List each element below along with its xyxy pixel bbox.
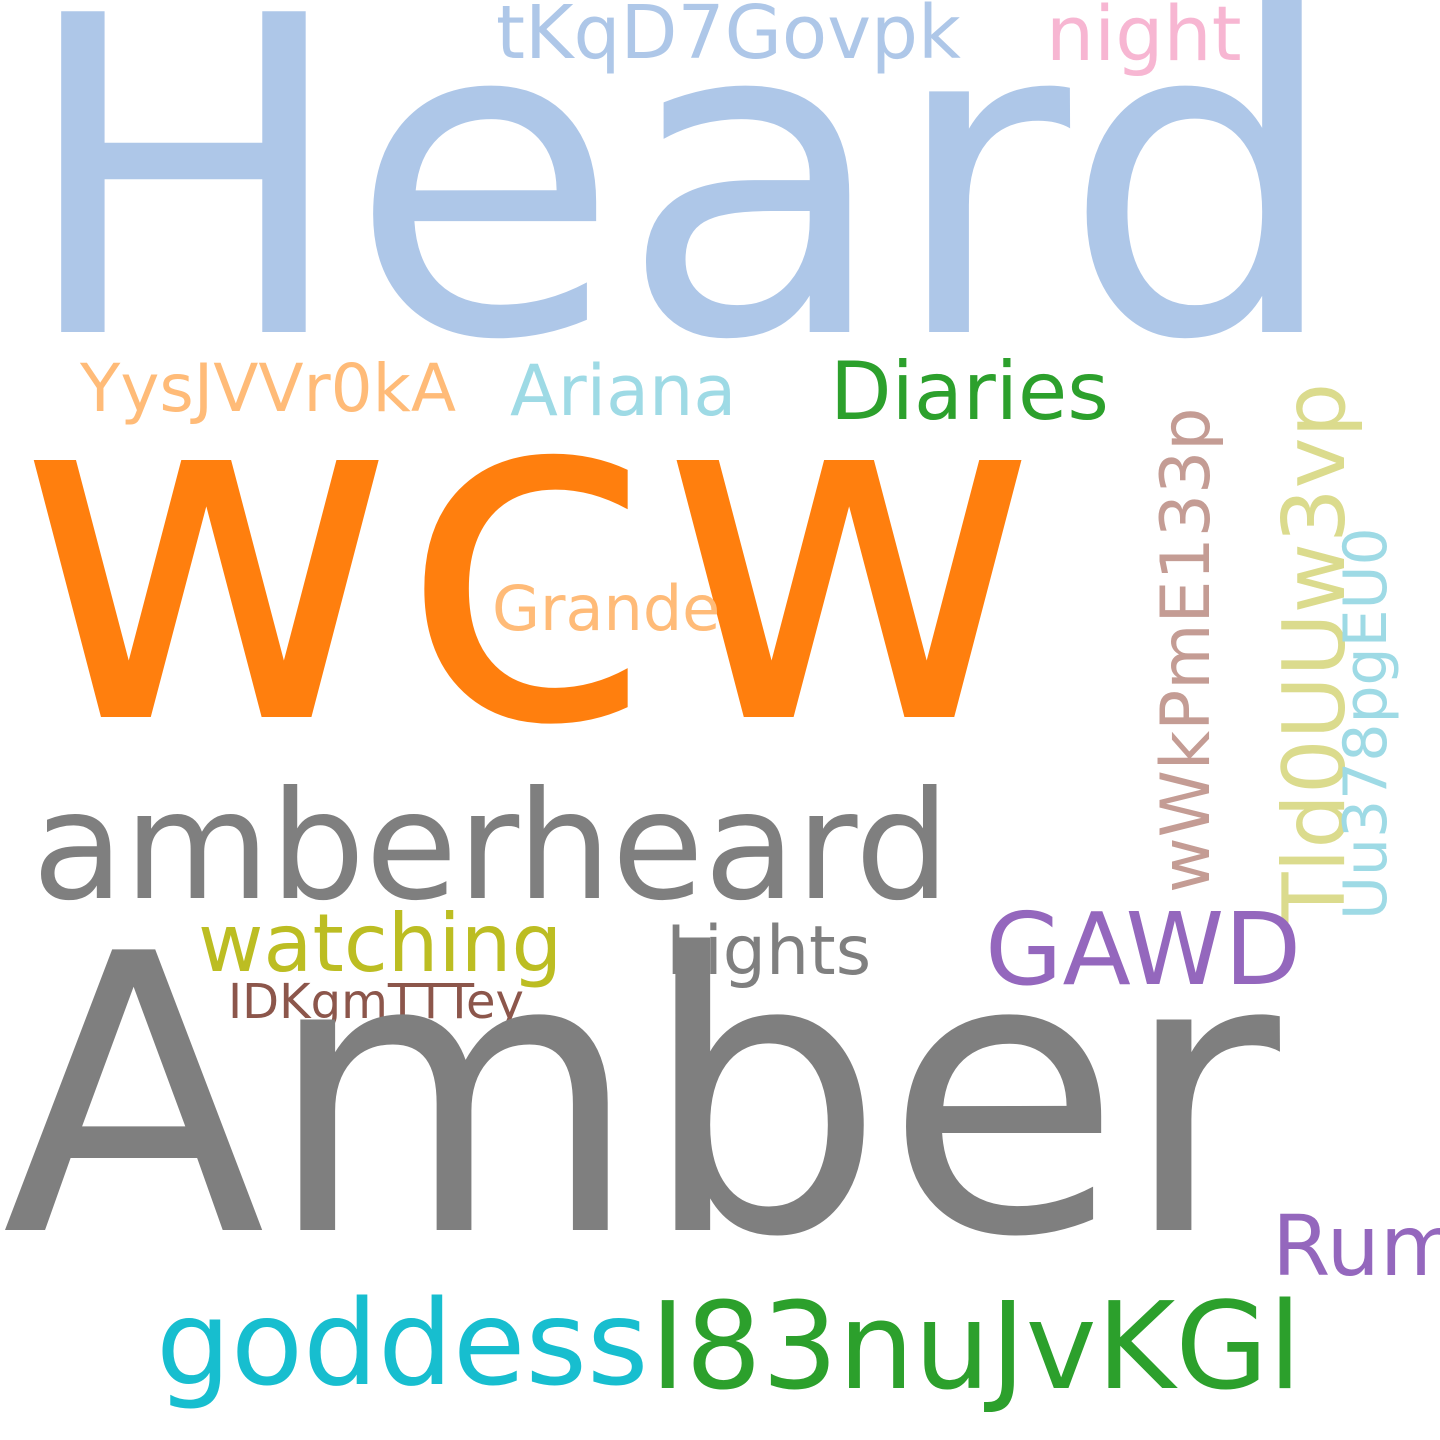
word-heard: Heard — [18, 0, 1342, 436]
word-amber: Amber — [2, 873, 1280, 1321]
word-idkgmttey: IDKgmTTTey — [228, 974, 524, 1030]
word-night: night — [1046, 0, 1242, 78]
word-i83nujvkgl: I83nuJvKGl — [650, 1278, 1302, 1417]
word-uu378pgeu0: Uu378pgEU0 — [1331, 527, 1401, 920]
word-wcw: wcw — [14, 281, 1042, 828]
word-amberheard: amberheard — [32, 760, 951, 934]
word-gawd: GAWD — [985, 891, 1302, 1008]
word-rum: Rum — [1272, 1197, 1440, 1295]
word-goddess: goddess — [156, 1274, 649, 1412]
word-lights: Lights — [666, 912, 872, 991]
word-watching: watching — [198, 897, 563, 990]
word-wwkpme133p: wWkPmE133p — [1147, 407, 1226, 893]
word-tkqd7govpk: tKqD7Govpk — [496, 0, 961, 76]
word-diaries: Diaries — [830, 345, 1109, 438]
word-ariana: Ariana — [510, 350, 737, 432]
word-yysjvvr0ka: YysJVVr0kA — [80, 350, 457, 427]
word-grande: Grande — [492, 572, 721, 645]
